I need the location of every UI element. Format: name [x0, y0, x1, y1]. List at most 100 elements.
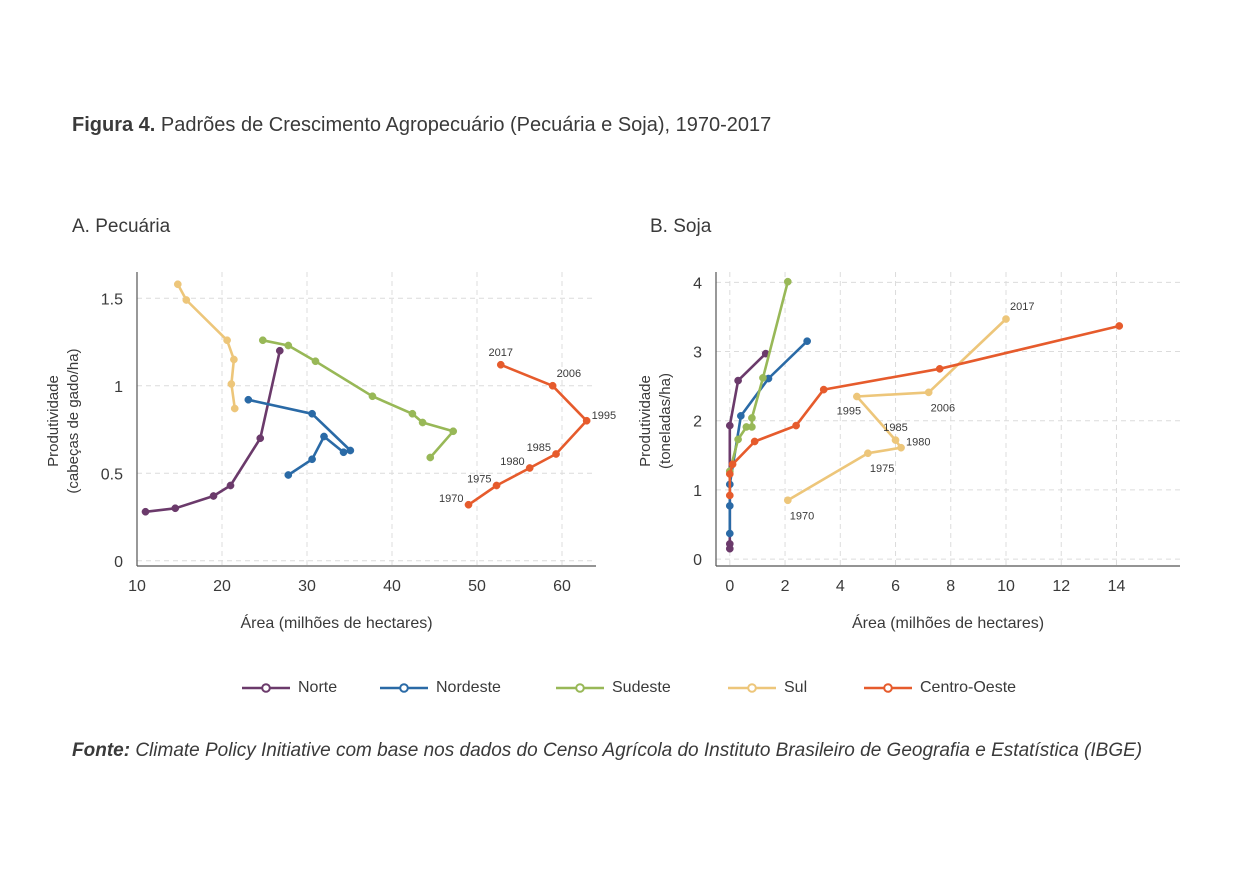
panel-a-y-tick-label: 1.5 — [101, 291, 123, 308]
panel-a-annotation-2006: 2006 — [557, 368, 581, 380]
panel-a-point-nordeste — [308, 409, 316, 418]
panel-a-y-tick-label: 0 — [114, 554, 123, 571]
panel-a-point-norte — [226, 481, 235, 490]
panel-a-point-norte — [171, 504, 180, 513]
panel-a-point-nordeste — [244, 395, 253, 404]
panel-b-point-nordeste — [725, 529, 734, 538]
panel-a-y-tick-label: 1 — [114, 379, 123, 396]
panel-b-annotation-1975: 1975 — [870, 463, 894, 475]
panel-b-point-centro-oeste — [725, 470, 734, 478]
legend-swatch-centro-oeste — [864, 683, 912, 693]
panel-b-point-centro-oeste — [792, 421, 800, 430]
panel-b-x-tick-label: 2 — [781, 578, 790, 595]
panel-a-point-sul — [230, 355, 238, 364]
panel-b-y-tick-label: 4 — [693, 275, 702, 292]
panel-b-point-sudeste — [783, 277, 792, 286]
panel-a-annotation-1980: 1980 — [500, 456, 524, 468]
panel-b-point-sul — [924, 388, 933, 397]
panel-a-x-tick-label: 60 — [553, 578, 571, 595]
panel-b-annotation-2017: 2017 — [1010, 301, 1034, 313]
panel-b-series-centro-oeste — [725, 322, 1124, 500]
legend-swatch-nordeste — [380, 683, 428, 693]
panel-a-series-norte — [141, 346, 284, 516]
panel-a-point-centro-oeste — [548, 381, 557, 390]
panel-a-series-sudeste — [258, 336, 458, 462]
panel-a-title: A. Pecuária — [72, 216, 171, 237]
legend-swatch-norte — [242, 683, 290, 693]
panel-a-plot: 10 20 30 40 50 60 0 0.5 1 1.5 Área (milhões de hec… — [45, 272, 616, 632]
panel-b-point-centro-oeste — [750, 437, 759, 446]
panel-a-point-sul — [173, 280, 182, 289]
panel-b-x-tick-label: 10 — [997, 578, 1015, 595]
panel-b-point-sul — [891, 436, 900, 444]
panel-b-series-sul — [783, 315, 1010, 505]
panel-a-series-line-sudeste — [262, 339, 455, 459]
panel-a-x-tick-label: 50 — [468, 578, 486, 595]
panel-a-point-sudeste — [418, 418, 427, 427]
panel-b-series-sudeste — [725, 277, 792, 476]
legend-item-sul: Sul — [728, 674, 807, 702]
panel-a-y-axis-label-line: Produtividade — [45, 375, 62, 467]
panel-b-x-axis-label: Área (milhões de hectares) — [852, 613, 1044, 632]
legend-label-nordeste: Nordeste — [436, 679, 501, 696]
source-text: Climate Policy Initiative com base nos d… — [130, 740, 1143, 761]
panel-b-point-nordeste — [803, 337, 811, 346]
panel-b-annotation-1985: 1985 — [883, 422, 907, 434]
panel-b-series-norte — [725, 349, 770, 553]
panel-b-point-centro-oeste — [1115, 322, 1124, 330]
panel-a-series-sul — [173, 280, 239, 413]
panel-b-y-tick-label: 2 — [693, 414, 702, 431]
panel-a-y-axis-label-line: (cabeças de gado/ha) — [65, 348, 82, 493]
panel-a-point-norte — [209, 492, 218, 500]
panel-a-point-sul — [223, 336, 231, 345]
figure-title-text: Padrões de Crescimento Agropecuário (Pec… — [155, 114, 772, 136]
panel-a-y-tick-label: 0.5 — [101, 466, 123, 483]
panel-a-x-tick-label: 10 — [128, 578, 146, 595]
panel-a-point-sul — [227, 380, 236, 388]
panel-a-point-sudeste — [311, 357, 320, 366]
panel-a-point-centro-oeste — [492, 481, 501, 490]
panel-a-point-nordeste — [284, 471, 293, 479]
panel-a-point-sudeste — [449, 427, 458, 436]
panel-a-point-sul — [182, 296, 191, 304]
panel-a-point-centro-oeste — [525, 464, 534, 472]
panel-b-title: B. Soja — [650, 216, 712, 237]
panel-a-x-axis-label: Área (milhões de hectares) — [240, 613, 432, 632]
panel-a-point-nordeste — [308, 455, 316, 464]
panel-b-point-nordeste — [737, 412, 745, 420]
panel-a-series-nordeste — [244, 395, 355, 479]
panel-b-point-norte — [725, 540, 734, 548]
panel-b-series-line-sul — [787, 318, 1007, 502]
panel-b-point-sudeste — [748, 423, 756, 431]
panel-b-point-centro-oeste — [728, 460, 737, 469]
panel-b-point-sul — [864, 449, 872, 458]
panel-b-point-sudeste — [734, 435, 742, 444]
panel-b-y-tick-label: 3 — [693, 345, 702, 362]
panel-a-point-sudeste — [408, 409, 417, 418]
panel-b-point-centro-oeste — [935, 364, 944, 373]
panel-b-x-tick-label: 12 — [1052, 578, 1070, 595]
panel-a-point-nordeste — [339, 448, 348, 457]
panel-b-x-tick-label: 14 — [1108, 578, 1126, 595]
panel-b-point-sul — [1002, 315, 1010, 323]
panel-a-point-norte — [256, 434, 265, 443]
panel-a-series-line-norte — [145, 350, 282, 514]
panel-b-point-sul — [783, 496, 792, 505]
panel-a-point-sudeste — [426, 453, 435, 462]
legend-label-centro-oeste: Centro-Oeste — [920, 679, 1017, 696]
panel-a-x-tick-label: 20 — [213, 578, 231, 595]
panel-a-point-centro-oeste — [582, 416, 591, 425]
panel-b-point-norte — [734, 376, 742, 385]
panel-b-point-centro-oeste — [725, 491, 734, 500]
panel-a-point-centro-oeste — [464, 500, 473, 509]
legend-swatch-sul — [728, 683, 776, 693]
panel-b-annotation-2006: 2006 — [931, 402, 955, 414]
legend-label-norte: Norte — [298, 679, 338, 696]
panel-b-point-sudeste — [759, 373, 767, 382]
legend-item-norte: Norte — [242, 674, 337, 702]
panel-b-y-tick-label: 1 — [693, 483, 702, 500]
legend-item-nordeste: Nordeste — [380, 674, 501, 702]
panel-b-x-tick-label: 0 — [725, 578, 734, 595]
panel-b-point-centro-oeste — [819, 385, 828, 394]
